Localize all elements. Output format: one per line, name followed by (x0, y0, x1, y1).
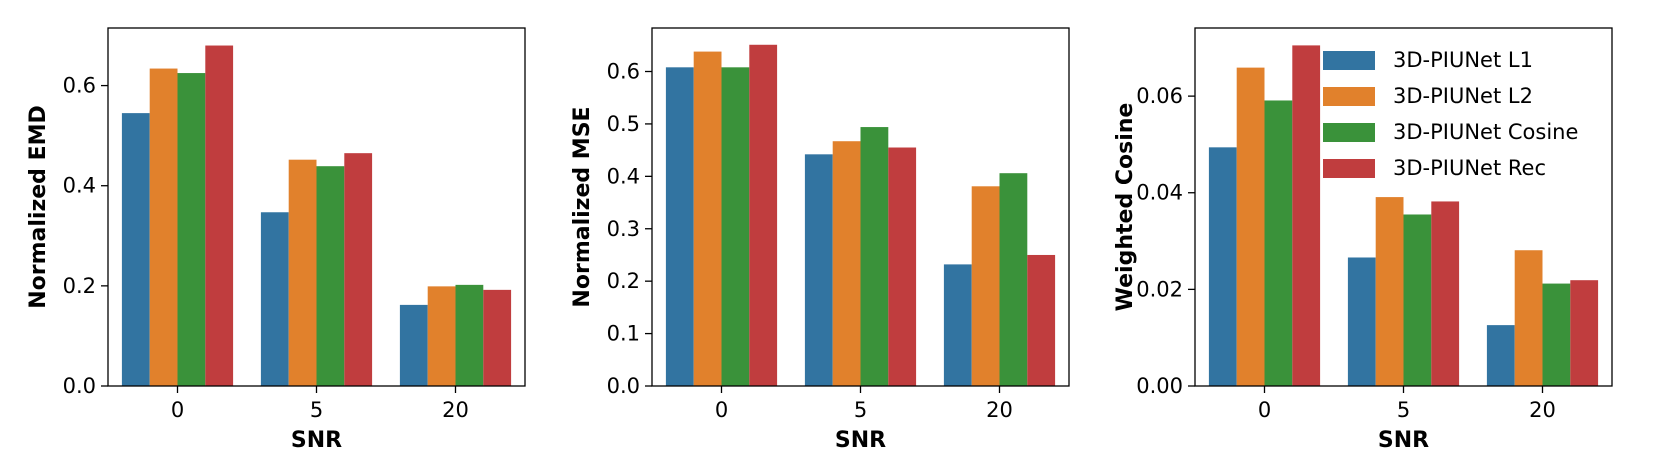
y-tick-label-3: 0.06 (1136, 84, 1183, 108)
y-axis-label-3: Weighted Cosine (1113, 103, 1138, 312)
bar-3-3d-piunet-cosine-snr-20 (1542, 283, 1571, 386)
bar-3-3d-piunet-rec-snr-0 (1292, 45, 1321, 387)
legend-label-3: 3D-PIUNet Cosine (1393, 120, 1578, 144)
bar-2-3d-piunet-cosine-snr-20 (999, 173, 1028, 386)
y-tick-label-2: 0.5 (607, 112, 640, 136)
bar-1-3d-piunet-cosine-snr-0 (177, 73, 206, 387)
y-tick-label-2: 0.1 (607, 322, 640, 346)
y-axis-label-2: Normalized MSE (570, 106, 595, 307)
y-axis-label-1: Normalized EMD (26, 105, 51, 309)
bar-2-3d-piunet-rec-snr-20 (1027, 254, 1056, 386)
x-tick-label-1: 20 (442, 398, 469, 422)
bar-2-3d-piunet-l2-snr-20 (971, 186, 1000, 386)
bar-3-3d-piunet-rec-snr-5 (1431, 201, 1460, 386)
y-tick-label-2: 0.3 (607, 217, 640, 241)
legend-swatch-1 (1323, 51, 1375, 70)
x-tick-label-1: 5 (310, 398, 323, 422)
bar-3-3d-piunet-rec-snr-20 (1570, 280, 1599, 386)
bar-2-3d-piunet-l2-snr-0 (693, 51, 722, 386)
y-tick-label-2: 0.4 (607, 164, 640, 188)
legend-swatch-2 (1323, 87, 1375, 106)
y-tick-label-2: 0.0 (607, 374, 640, 398)
x-tick-label-3: 20 (1529, 398, 1556, 422)
y-tick-label-2: 0.6 (607, 60, 640, 84)
y-tick-label-1: 0.6 (63, 74, 96, 98)
bar-3-3d-piunet-l2-snr-0 (1236, 67, 1265, 387)
bar-2-3d-piunet-rec-snr-5 (888, 147, 917, 386)
legend-label-4: 3D-PIUNet Rec (1393, 156, 1546, 180)
x-tick-label-2: 5 (854, 398, 867, 422)
legend-label-2: 3D-PIUNet L2 (1393, 84, 1533, 108)
bar-2-3d-piunet-l2-snr-5 (832, 141, 861, 386)
x-tick-label-3: 0 (1258, 398, 1271, 422)
bar-3-3d-piunet-l1-snr-20 (1486, 325, 1515, 386)
x-axis-label-1: SNR (291, 428, 342, 453)
bar-1-3d-piunet-l2-snr-20 (427, 286, 456, 386)
bar-1-3d-piunet-rec-snr-0 (205, 45, 234, 386)
bar-3-3d-piunet-l1-snr-5 (1347, 257, 1376, 386)
bar-2-3d-piunet-rec-snr-0 (749, 44, 778, 386)
bar-1-3d-piunet-l1-snr-20 (399, 304, 428, 386)
y-tick-label-1: 0.4 (63, 174, 96, 198)
bar-3-3d-piunet-l2-snr-5 (1375, 197, 1404, 386)
bar-1-3d-piunet-rec-snr-5 (344, 153, 373, 386)
bar-1-3d-piunet-cosine-snr-20 (455, 284, 484, 386)
x-axis-label-2: SNR (835, 428, 886, 453)
y-tick-label-3: 0.00 (1136, 374, 1183, 398)
legend-swatch-3 (1323, 123, 1375, 142)
bar-2-3d-piunet-l1-snr-5 (804, 154, 833, 386)
y-tick-label-1: 0.0 (63, 374, 96, 398)
bar-2-3d-piunet-l1-snr-20 (943, 264, 972, 386)
bar-1-3d-piunet-rec-snr-20 (483, 289, 512, 386)
y-tick-label-2: 0.2 (607, 269, 640, 293)
legend-swatch-4 (1323, 159, 1375, 178)
x-tick-label-2: 0 (715, 398, 728, 422)
x-tick-label-2: 20 (986, 398, 1013, 422)
bar-1-3d-piunet-l2-snr-5 (288, 159, 317, 386)
y-tick-label-1: 0.2 (63, 274, 96, 298)
bar-3-3d-piunet-cosine-snr-5 (1403, 214, 1432, 386)
bar-3-3d-piunet-cosine-snr-0 (1264, 100, 1293, 386)
y-tick-label-3: 0.04 (1136, 181, 1183, 205)
bar-2-3d-piunet-cosine-snr-0 (721, 67, 750, 386)
bar-3-3d-piunet-l2-snr-20 (1514, 250, 1543, 386)
bar-1-3d-piunet-l1-snr-0 (121, 113, 150, 386)
x-tick-label-3: 5 (1397, 398, 1410, 422)
bar-1-3d-piunet-cosine-snr-5 (316, 166, 345, 386)
x-tick-label-1: 0 (171, 398, 184, 422)
bar-1-3d-piunet-l1-snr-5 (260, 212, 289, 386)
y-tick-label-3: 0.02 (1136, 277, 1183, 301)
legend-label-1: 3D-PIUNet L1 (1393, 48, 1533, 72)
x-axis-label-3: SNR (1378, 428, 1429, 453)
bar-2-3d-piunet-cosine-snr-5 (860, 127, 889, 386)
bar-2-3d-piunet-l1-snr-0 (665, 67, 694, 386)
bar-1-3d-piunet-l2-snr-0 (149, 68, 178, 386)
bar-3-3d-piunet-l1-snr-0 (1208, 147, 1237, 386)
